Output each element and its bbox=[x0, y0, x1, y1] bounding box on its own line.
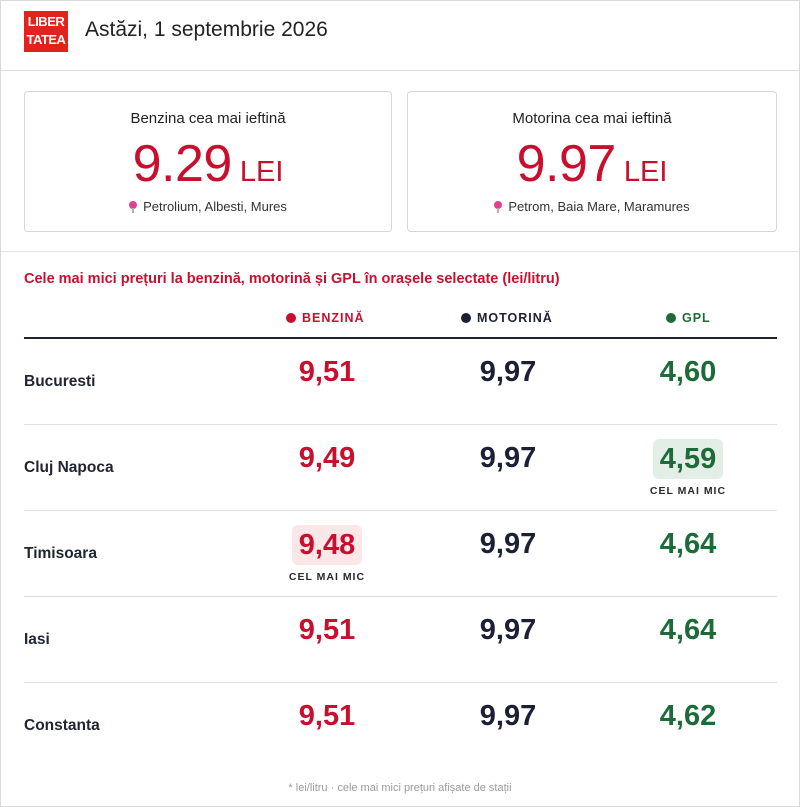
benzina-cell: 9,51 bbox=[267, 697, 387, 735]
table-header-rule bbox=[24, 337, 777, 339]
cheapest-benzina-card: Benzina cea mai ieftină 9.29 LEI Petroliu… bbox=[24, 91, 392, 232]
gpl-cell: 4,64 bbox=[628, 611, 748, 649]
gpl-cell: 4,64 bbox=[628, 525, 748, 563]
table-title: Cele mai mici prețuri la benzină, motori… bbox=[24, 271, 560, 287]
gpl-cell: 4,59 CEL MAI MIC bbox=[628, 439, 748, 497]
table-row: Constanta 9,51 9,97 4,62 bbox=[24, 683, 777, 769]
benzina-cell: 9,48 CEL MAI MIC bbox=[267, 525, 387, 583]
motorina-cell: 9,97 bbox=[448, 697, 568, 735]
row-divider bbox=[24, 510, 777, 511]
motorina-price: 9,97 bbox=[479, 528, 537, 560]
motorina-cell: 9,97 bbox=[448, 525, 568, 563]
city-name: Cluj Napoca bbox=[24, 459, 114, 476]
city-name: Timisoara bbox=[24, 545, 97, 562]
card-location-text: Petrolium, Albesti, Mures bbox=[143, 199, 287, 214]
lowest-price-badge: CEL MAI MIC bbox=[288, 571, 366, 583]
column-header-label: GPL bbox=[682, 311, 711, 325]
card-label: Benzina cea mai ieftină bbox=[130, 110, 286, 127]
row-divider bbox=[24, 596, 777, 597]
gpl-price-lowest: 4,59 bbox=[652, 439, 724, 479]
column-header-label: BENZINĂ bbox=[302, 311, 365, 325]
gpl-price: 4,64 bbox=[659, 528, 717, 560]
navy-dot-icon bbox=[461, 313, 471, 323]
gpl-price: 4,60 bbox=[659, 356, 717, 388]
card-price: 9.97 LEI bbox=[408, 134, 776, 194]
benzina-price: 9,51 bbox=[298, 614, 356, 646]
motorina-price: 9,97 bbox=[479, 442, 537, 474]
card-price-currency: LEI bbox=[623, 156, 668, 188]
motorina-price: 9,97 bbox=[479, 614, 537, 646]
card-location-text: Petrom, Baia Mare, Maramures bbox=[508, 199, 690, 214]
city-name: Iasi bbox=[24, 631, 50, 648]
city-name: Bucuresti bbox=[24, 373, 96, 390]
red-dot-icon bbox=[286, 313, 296, 323]
column-header-benzina: BENZINĂ bbox=[286, 311, 365, 325]
column-header-gpl: GPL bbox=[666, 311, 711, 325]
row-divider bbox=[24, 682, 777, 683]
map-pin-icon bbox=[129, 201, 138, 213]
table-row: Bucuresti 9,51 9,97 4,60 bbox=[24, 339, 777, 425]
logo-line-1: LIBER bbox=[27, 14, 65, 29]
gpl-price: 4,62 bbox=[659, 700, 717, 732]
benzina-price: 9,49 bbox=[298, 442, 356, 474]
gpl-cell: 4,62 bbox=[628, 697, 748, 735]
green-dot-icon bbox=[666, 313, 676, 323]
footnote: * lei/litru · cele mai mici prețuri afiș… bbox=[288, 782, 512, 794]
motorina-cell: 9,97 bbox=[448, 611, 568, 649]
motorina-cell: 9,97 bbox=[448, 439, 568, 477]
header: LIBER TATEA Astăzi, 1 septembrie 2026 bbox=[1, 1, 800, 71]
benzina-cell: 9,49 bbox=[267, 439, 387, 477]
logo-line-2: TATEA bbox=[26, 32, 66, 47]
motorina-price: 9,97 bbox=[479, 700, 537, 732]
page-title: Astăzi, 1 septembrie 2026 bbox=[85, 18, 328, 41]
card-label: Motorina cea mai ieftină bbox=[512, 110, 672, 127]
table-row: Timisoara 9,48 CEL MAI MIC 9,97 4,64 bbox=[24, 511, 777, 597]
card-price-currency: LEI bbox=[239, 156, 284, 188]
benzina-price: 9,51 bbox=[298, 700, 356, 732]
table-row: Iasi 9,51 9,97 4,64 bbox=[24, 597, 777, 683]
city-name: Constanta bbox=[24, 717, 100, 734]
card-price: 9.29 LEI bbox=[25, 134, 391, 194]
gpl-cell: 4,60 bbox=[628, 353, 748, 391]
column-header-label: MOTORINĂ bbox=[477, 311, 553, 325]
cheapest-motorina-card: Motorina cea mai ieftină 9.97 LEI Petrom,… bbox=[407, 91, 777, 232]
card-price-value: 9.29 bbox=[132, 135, 233, 193]
benzina-price-lowest: 9,48 bbox=[291, 525, 363, 565]
card-price-value: 9.97 bbox=[516, 135, 617, 193]
table-row: Cluj Napoca 9,49 9,97 4,59 CEL MAI MIC bbox=[24, 425, 777, 511]
section-divider bbox=[1, 251, 800, 252]
lowest-price-badge: CEL MAI MIC bbox=[649, 485, 727, 497]
benzina-cell: 9,51 bbox=[267, 611, 387, 649]
card-location: Petrom, Baia Mare, Maramures bbox=[408, 199, 776, 214]
column-header-motorina: MOTORINĂ bbox=[461, 311, 553, 325]
libertatea-logo[interactable]: LIBER TATEA bbox=[24, 11, 68, 52]
row-divider bbox=[24, 424, 777, 425]
gpl-price: 4,64 bbox=[659, 614, 717, 646]
map-pin-icon bbox=[494, 201, 503, 213]
motorina-cell: 9,97 bbox=[448, 353, 568, 391]
benzina-cell: 9,51 bbox=[267, 353, 387, 391]
benzina-price: 9,51 bbox=[298, 356, 356, 388]
card-location: Petrolium, Albesti, Mures bbox=[25, 199, 391, 214]
motorina-price: 9,97 bbox=[479, 356, 537, 388]
